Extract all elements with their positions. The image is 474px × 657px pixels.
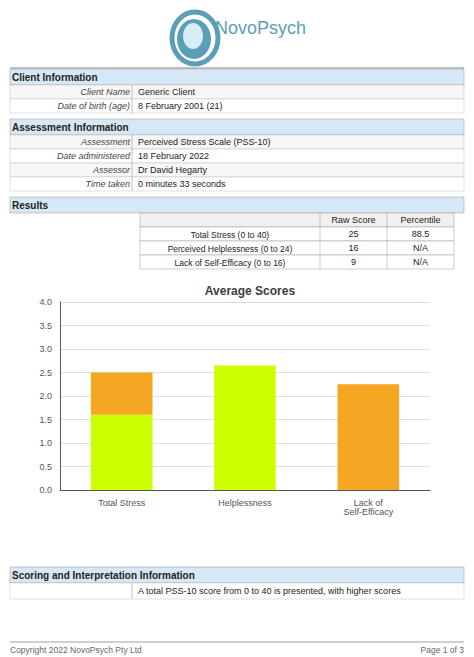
svg-text:Helplessness: Helplessness (218, 498, 272, 508)
svg-text:Results: Results (12, 200, 49, 211)
svg-text:Lack of Self-Efficacy (0 to 16: Lack of Self-Efficacy (0 to 16) (175, 258, 286, 268)
svg-text:Raw Score: Raw Score (331, 215, 375, 225)
svg-text:16: 16 (348, 243, 358, 253)
svg-text:18 February 2022: 18 February 2022 (138, 151, 209, 161)
svg-text:4.0: 4.0 (39, 297, 52, 307)
svg-text:N/A: N/A (413, 243, 428, 253)
svg-text:Client Name: Client Name (80, 87, 130, 97)
svg-text:2.0: 2.0 (39, 391, 52, 401)
svg-text:2.5: 2.5 (39, 368, 52, 378)
svg-text:Date of birth (age): Date of birth (age) (57, 101, 130, 111)
svg-text:3.5: 3.5 (39, 321, 52, 331)
svg-text:Self-Efficacy: Self-Efficacy (343, 507, 393, 517)
svg-text:0 minutes 33 seconds: 0 minutes 33 seconds (138, 179, 226, 189)
svg-text:Copyright 2022 NovoPsych Pty L: Copyright 2022 NovoPsych Pty Ltd (10, 645, 142, 655)
svg-text:Client Information: Client Information (12, 72, 98, 83)
svg-text:A total PSS-10 score from 0 to: A total PSS-10 score from 0 to 40 is pre… (138, 586, 401, 596)
svg-text:Scoring and Interpretation Inf: Scoring and Interpretation Information (12, 570, 195, 581)
svg-text:3.0: 3.0 (39, 344, 52, 354)
svg-text:Total Stress: Total Stress (98, 498, 146, 508)
svg-text:Generic Client: Generic Client (138, 87, 196, 97)
svg-text:Percentile: Percentile (400, 215, 440, 225)
svg-text:88.5: 88.5 (412, 229, 430, 239)
svg-text:0.0: 0.0 (39, 485, 52, 495)
svg-text:N/A: N/A (413, 257, 428, 267)
svg-text:Total Stress (0 to 40): Total Stress (0 to 40) (191, 230, 270, 240)
svg-text:Time taken: Time taken (86, 179, 130, 189)
svg-text:Perceived Stress Scale (PSS-10: Perceived Stress Scale (PSS-10) (138, 137, 271, 147)
svg-text:Date administered: Date administered (57, 151, 131, 161)
svg-text:Dr David Hegarty: Dr David Hegarty (138, 165, 208, 175)
svg-text:Assessment: Assessment (80, 137, 131, 147)
svg-text:Perceived Helplessness (0 to 2: Perceived Helplessness (0 to 24) (168, 244, 293, 254)
svg-text:25: 25 (348, 229, 358, 239)
svg-text:1.5: 1.5 (39, 415, 52, 425)
svg-text:Assessor: Assessor (92, 165, 131, 175)
svg-text:NovoPsych: NovoPsych (215, 18, 306, 38)
svg-text:Assessment Information: Assessment Information (12, 122, 129, 133)
svg-text:Lack of: Lack of (353, 497, 383, 508)
svg-text:Page 1 of 3: Page 1 of 3 (421, 645, 465, 655)
svg-text:8 February 2001 (21): 8 February 2001 (21) (138, 101, 223, 111)
svg-text:0.5: 0.5 (39, 462, 52, 472)
svg-text:1.0: 1.0 (39, 438, 52, 448)
svg-text:9: 9 (351, 257, 356, 267)
svg-text:Average Scores: Average Scores (205, 284, 296, 298)
